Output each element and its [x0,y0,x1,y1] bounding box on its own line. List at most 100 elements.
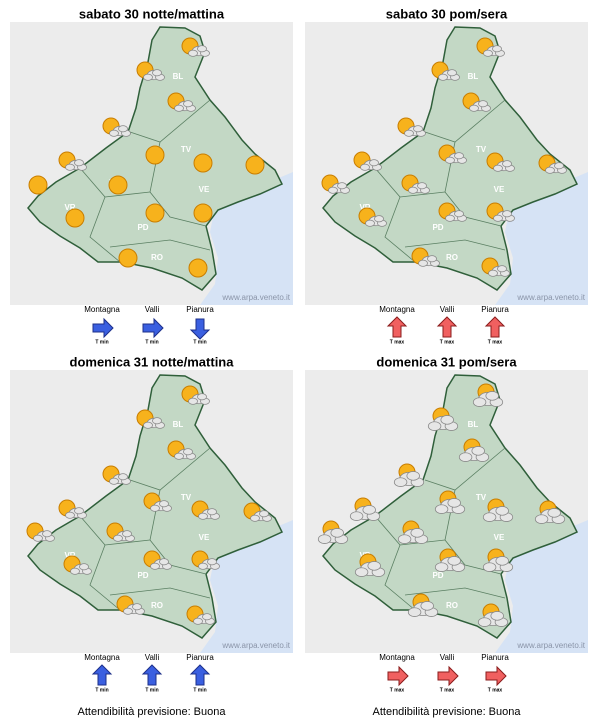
cloud [109,473,131,485]
panel-title: sabato 30 pom/sera [386,6,508,21]
cloud [33,530,55,542]
weather-icon [181,37,210,57]
weather-icon [486,202,515,222]
province-label: RO [446,253,458,262]
cloud-puff [417,182,427,190]
province-label: VE [494,533,505,542]
weather-icon [353,151,382,171]
province-border [404,587,506,599]
province-border [79,167,121,263]
weather-icon [145,203,165,223]
cloud [445,210,467,222]
cloud-puff [123,607,133,615]
trend-arrow [141,664,163,686]
cloud-puff [198,562,208,570]
cloud-puff [393,477,408,487]
cloud-puff [502,210,512,218]
cloud-puff [197,393,207,401]
trend-label: T min [95,339,108,345]
cloud-puff [454,152,464,160]
cloud-puff [495,556,509,566]
weather-icon [427,407,459,431]
cloud-puff [360,163,370,171]
weather-icon [358,207,387,227]
cloud-puff [445,214,455,222]
cloud-puff [413,125,423,133]
map-credit: www.arpa.veneto.it [516,293,585,302]
cloud-puff [447,498,461,508]
arrow-shape [387,665,409,687]
cloud [65,159,87,171]
cloud-puff [65,511,75,519]
province-label: VR [64,551,75,560]
cloud-puff [330,528,344,538]
trend-label: T max [440,339,455,345]
cloud [188,393,210,405]
trend-arrow [92,317,114,339]
trend-zone: Valli [440,305,455,314]
sun [145,145,165,165]
cloud-puff [427,255,437,263]
province-border [374,167,416,263]
weather-icon [438,144,467,164]
cloud-puff [183,448,193,456]
cloud-puff [183,100,193,108]
trend-zone: Montagna [379,653,415,662]
cloud [472,391,504,407]
cloud-puff [485,391,499,401]
province-label: PD [432,571,443,580]
cloud [488,265,510,277]
trend-label: T max [390,339,405,345]
province-border [109,239,211,251]
weather-icon [476,37,505,57]
weather-icon [118,248,138,268]
cloud [198,558,220,570]
weather-icon [431,61,460,81]
cloud-puff [362,505,376,515]
province-label: RO [151,253,163,262]
cloud [317,528,349,544]
cloud [434,498,466,514]
weather-icon [482,498,514,522]
cloud-puff [354,567,369,577]
province-border [444,141,502,227]
province-border [109,587,211,599]
weather-icon [58,499,87,519]
weather-icon [401,174,430,194]
cloud-puff [434,562,449,572]
cloud-puff [482,512,497,522]
cloud-puff [143,73,153,81]
arrow-shape [485,665,507,687]
cloud-puff [42,530,52,538]
cloud-puff [132,603,142,611]
trend-zone: Valli [440,653,455,662]
cloud [438,69,460,81]
province-label: TV [476,493,487,502]
weather-icon [481,257,510,277]
cloud-puff [490,611,504,621]
cloud [123,603,145,615]
trend-arrow [91,664,113,686]
sun [188,258,208,278]
trend-arrow [437,665,459,687]
forecast-panel: sabato 30 notte/mattinaBLTVVIVRPDROVEwww… [10,6,293,345]
cloud-puff [493,164,503,172]
cloud-puff [440,415,454,425]
province-label: RO [446,601,458,610]
arrow-shape [189,664,211,686]
weather-icon [188,258,208,278]
cloud-puff [207,558,217,566]
weather-icon [116,595,145,615]
cloud-puff [397,534,412,544]
map-credit: www.arpa.veneto.it [221,293,290,302]
weather-icon [102,117,131,137]
cloud-puff [497,265,507,273]
province-label: BL [173,72,184,81]
cloud [393,471,425,487]
forecast-panel: domenica 31 pom/seraBLTVVIVRPDROVEwww.ar… [305,354,588,693]
cloud-puff [197,45,207,53]
weather-icon [393,463,425,487]
cloud [365,215,387,227]
cloud-puff [109,129,119,137]
